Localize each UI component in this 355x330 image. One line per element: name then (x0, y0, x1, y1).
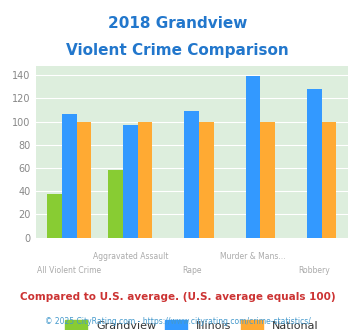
Text: 2018 Grandview: 2018 Grandview (108, 16, 247, 31)
Bar (77, 122, 91, 238)
Bar (184, 111, 199, 238)
Bar (138, 122, 153, 238)
Bar (246, 77, 260, 238)
Legend: Grandview, Illinois, National: Grandview, Illinois, National (61, 315, 323, 330)
Text: Aggravated Assault: Aggravated Assault (93, 252, 168, 261)
Bar (108, 170, 123, 238)
Text: Murder & Mans...: Murder & Mans... (220, 252, 286, 261)
Text: Violent Crime Comparison: Violent Crime Comparison (66, 43, 289, 58)
Text: Rape: Rape (182, 266, 201, 275)
Bar (47, 193, 62, 238)
Bar (322, 122, 336, 238)
Text: Compared to U.S. average. (U.S. average equals 100): Compared to U.S. average. (U.S. average … (20, 292, 335, 302)
Bar (199, 122, 214, 238)
Text: All Violent Crime: All Violent Crime (37, 266, 101, 275)
Text: © 2025 CityRating.com - https://www.cityrating.com/crime-statistics/: © 2025 CityRating.com - https://www.city… (45, 317, 310, 326)
Bar (123, 125, 138, 238)
Bar (307, 89, 322, 238)
Text: Robbery: Robbery (298, 266, 330, 275)
Bar (62, 114, 77, 238)
Bar (260, 122, 275, 238)
